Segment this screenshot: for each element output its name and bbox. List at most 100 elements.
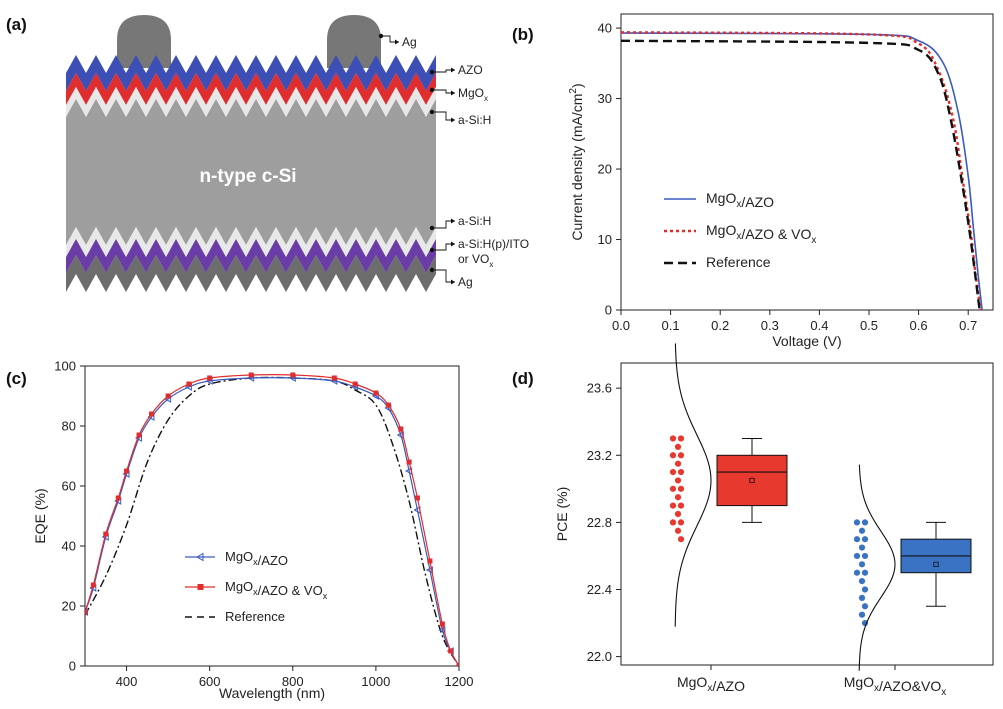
pce-dot (861, 619, 869, 627)
x-tick-label: 0.5 (860, 318, 878, 333)
layer-label-6-part: or VO (458, 252, 489, 266)
legend-marker-triangle (196, 552, 204, 562)
layer-label-4-part: a-Si:H (458, 214, 491, 228)
legend-label-2: Reference (225, 609, 285, 624)
asih-front-layer (66, 87, 436, 117)
legend-label-2-part: Reference (225, 609, 285, 624)
panel-c-ticks: 400 600 800 1000 1200 0 20 40 60 80 100 (54, 359, 473, 690)
eqe-marker-square (406, 459, 412, 465)
y-tick-label: 0 (69, 659, 76, 674)
ito-vox-layer (66, 239, 436, 273)
x-tick-label: 0.7 (959, 318, 977, 333)
panel-d-categories: MgOx/AZO MgOx/AZO&VOx (677, 665, 946, 698)
y-tick-label: 60 (62, 479, 76, 494)
x-tick-label: 0.0 (612, 318, 630, 333)
pce-distribution (858, 464, 896, 671)
layer-label-5: a-Si:H(p)/ITO (458, 237, 529, 251)
eqe-marker-square (290, 372, 296, 378)
y-tick-label: 40 (62, 539, 76, 554)
eqe-marker-square (186, 381, 192, 387)
jv-curve-1 (621, 31, 982, 310)
y-tick-label: 22.0 (587, 649, 612, 664)
pce-dot (674, 460, 682, 467)
panel-c-series (85, 372, 459, 666)
label-leader (432, 269, 455, 283)
pce-dot (861, 603, 869, 610)
legend-label-1-part: x (811, 235, 816, 246)
panel-c-ylabel: EQE (%) (32, 488, 48, 543)
pce-dot (861, 552, 869, 560)
eqe-marker-square (148, 411, 154, 417)
layer-label-6: or VOx (458, 252, 493, 269)
layer-label-1: AZO (458, 63, 483, 77)
label-leader (432, 69, 455, 73)
y-tick-label: 30 (598, 91, 612, 106)
category-label-1-part: /AZO&VO (879, 678, 941, 694)
label-arrow (451, 241, 455, 247)
eqe-marker-square (85, 609, 88, 615)
panel-b-tag: (b) (512, 25, 534, 44)
panel-d-ticks: 22.0 22.4 22.8 23.2 23.6 (587, 381, 621, 664)
category-label-1-part: x (874, 683, 879, 694)
eqe-marker-square (398, 426, 404, 432)
label-leader (432, 220, 455, 229)
pce-dot (861, 519, 869, 526)
eqe-marker-square (414, 495, 420, 501)
layer-label-7-part: Ag (458, 275, 473, 289)
legend-label-0-part: x (736, 199, 741, 210)
eqe-marker-square (207, 375, 213, 381)
pce-dot (674, 477, 682, 484)
layer-label-6-part: x (489, 260, 493, 269)
panel-c: (c) 400 600 800 1000 1200 0 20 40 60 80 100 Wavele… (6, 359, 473, 702)
legend-label-0-part: /AZO (741, 194, 774, 210)
panel-c-xlabel: Wavelength (nm) (219, 685, 325, 701)
x-tick-label: 0.1 (662, 318, 680, 333)
x-tick-label: 0.2 (711, 318, 729, 333)
legend-label-1-part: x (736, 231, 741, 242)
eqe-marker-square (165, 393, 171, 399)
y-tick-label: 22.4 (587, 582, 612, 597)
jv-curve-2 (621, 39, 981, 310)
x-tick-label: 0.6 (910, 318, 928, 333)
pce-dot (677, 485, 685, 492)
pce-dot (677, 502, 685, 509)
x-tick-label: 600 (199, 674, 221, 689)
layer-label-7: Ag (458, 275, 473, 289)
panel-b-ticks: 0.0 0.1 0.2 0.3 0.4 0.5 0.6 0.7 0 10 20 30 40 (598, 21, 978, 333)
legend-label-2: Reference (706, 254, 771, 270)
eqe-marker-square (439, 621, 445, 627)
legend-label-1-part: /AZO & VO (258, 583, 323, 598)
eqe-marker-square (136, 432, 142, 438)
pce-dot (669, 435, 677, 442)
label-arrow (451, 218, 455, 224)
legend-label-0-part: MgO (225, 549, 253, 564)
legend-label-1-part: MgO (225, 579, 253, 594)
pce-dot (858, 544, 866, 551)
pce-dot (677, 468, 685, 476)
panel-d-tag: (d) (512, 369, 534, 388)
y-tick-label: 40 (598, 21, 612, 36)
pce-dot (853, 552, 861, 560)
category-label-1: MgOx/AZO&VOx (844, 674, 947, 698)
label-arrow (451, 279, 455, 285)
legend-label-1: MgOx/AZO & VOx (706, 222, 816, 246)
layer-label-3: a-Si:H (458, 113, 491, 127)
y-tick-label: 23.6 (587, 381, 612, 396)
pce-mean (749, 477, 755, 484)
y-tick-label: 0 (605, 303, 612, 318)
eqe-marker-square (124, 468, 130, 474)
pce-dot (669, 502, 677, 509)
legend-label-0-part: /AZO (258, 553, 288, 568)
panel-d-plot (669, 343, 972, 671)
pce-dot (669, 468, 677, 476)
asih-rear-layer (66, 227, 436, 257)
y-tick-label: 80 (62, 419, 76, 434)
pce-dot (853, 519, 861, 526)
pce-dot (677, 435, 685, 442)
pce-dot (858, 611, 866, 618)
legend-label-1: MgOx/AZO & VOx (225, 579, 328, 601)
mgox-layer (66, 73, 436, 105)
ag-finger-left (117, 15, 171, 68)
